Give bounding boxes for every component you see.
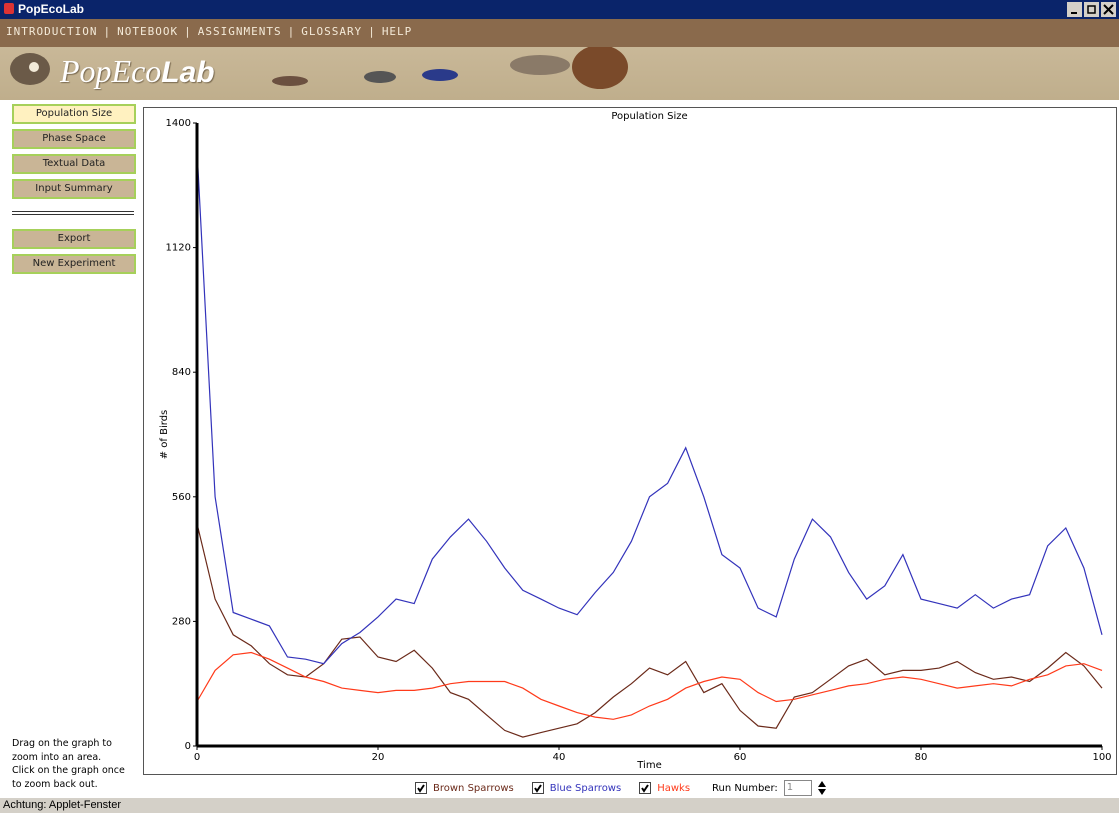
window-title: PopEcoLab	[18, 2, 84, 16]
action-button[interactable]: New Experiment	[12, 254, 136, 274]
legend-label: Blue Sparrows	[550, 783, 621, 794]
y-tick-label: 840	[172, 367, 191, 378]
menu-item[interactable]: INTRODUCTION	[6, 25, 97, 38]
x-tick-label: 80	[915, 752, 928, 763]
run-number-label: Run Number:	[712, 783, 778, 794]
legend: Brown Sparrows Blue Sparrows Hawks Run Numb…	[143, 777, 1117, 795]
chart-panel: Population Size Time # of Birds 0 280 560 840 1…	[143, 107, 1117, 775]
y-tick-label: 0	[185, 741, 191, 752]
series-line	[197, 150, 1102, 664]
run-number-spinner[interactable]	[818, 780, 826, 796]
y-tick-label: 560	[172, 492, 191, 503]
logo-text: PopEcoLab	[60, 53, 215, 90]
title-bar: PopEcoLab	[0, 0, 1119, 19]
help-line: zoom into an area.	[12, 751, 125, 765]
separator	[12, 211, 134, 215]
y-tick-label: 280	[172, 616, 191, 627]
x-tick-label: 40	[553, 752, 566, 763]
legend-checkbox[interactable]	[639, 782, 651, 794]
help-line: to zoom back out.	[12, 778, 125, 792]
menu-item[interactable]: NOTEBOOK	[117, 25, 178, 38]
legend-row: Brown Sparrows Blue Sparrows Hawks Run Numb…	[415, 780, 826, 796]
view-button[interactable]: Textual Data	[12, 154, 136, 174]
logo-part: PopEco	[60, 53, 161, 89]
series-line	[197, 524, 1102, 738]
menu-item[interactable]: HELP	[382, 25, 413, 38]
view-button[interactable]: Phase Space	[12, 129, 136, 149]
window-controls	[1067, 2, 1117, 17]
x-axis-label: Time	[636, 760, 661, 771]
run-number-input[interactable]: 1	[784, 780, 812, 796]
y-axis-label: # of Birds	[159, 410, 170, 460]
chart[interactable]: Population Size Time # of Birds 0 280 560 840 1…	[144, 108, 1116, 774]
menu-item[interactable]: GLOSSARY	[301, 25, 362, 38]
help-line: Click on the graph once	[12, 764, 125, 778]
banner: PopEcoLab	[0, 47, 1119, 100]
legend-label: Brown Sparrows	[433, 783, 514, 794]
legend-label: Hawks	[657, 783, 690, 794]
minimize-button[interactable]	[1067, 2, 1082, 17]
applet-window: PopEcoLab INTRODUCTION | NOTEBOOK | ASSIGNME…	[0, 0, 1119, 812]
view-button[interactable]: Population Size	[12, 104, 136, 124]
x-tick-label: 100	[1092, 752, 1111, 763]
view-button[interactable]: Input Summary	[12, 179, 136, 199]
menu-separator: |	[103, 25, 111, 38]
status-text: Achtung: Applet-Fenster	[3, 799, 121, 811]
menu-bar: INTRODUCTION | NOTEBOOK | ASSIGNMENTS | GLOSSA…	[0, 19, 1119, 47]
x-tick-label: 20	[372, 752, 385, 763]
help-line: Drag on the graph to	[12, 737, 125, 751]
legend-checkbox[interactable]	[415, 782, 427, 794]
y-tick-label: 1120	[166, 243, 191, 254]
action-button[interactable]: Export	[12, 229, 136, 249]
menu: INTRODUCTION | NOTEBOOK | ASSIGNMENTS | GLOSSA…	[6, 20, 412, 44]
app-icon	[4, 3, 14, 14]
x-tick-label: 0	[194, 752, 200, 763]
restore-button[interactable]	[1084, 2, 1099, 17]
menu-separator: |	[368, 25, 376, 38]
menu-separator: |	[288, 25, 296, 38]
legend-checkbox[interactable]	[532, 782, 544, 794]
menu-separator: |	[184, 25, 192, 38]
series-line	[197, 653, 1102, 720]
menu-item[interactable]: ASSIGNMENTS	[198, 25, 282, 38]
chart-title: Population Size	[611, 111, 687, 122]
x-tick-label: 60	[734, 752, 747, 763]
logo-part: Lab	[161, 56, 214, 89]
y-tick-label: 1400	[166, 118, 191, 129]
status-bar: Achtung: Applet-Fenster	[0, 797, 1119, 813]
